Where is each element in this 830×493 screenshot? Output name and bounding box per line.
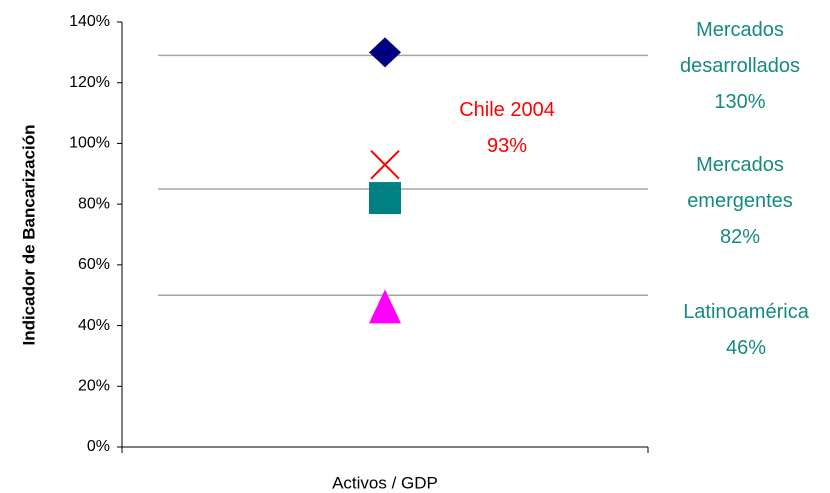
y-tick-label: 40% xyxy=(78,317,110,334)
y-tick-label: 60% xyxy=(78,256,110,273)
marker-x xyxy=(370,149,400,180)
y-tick-label: 0% xyxy=(87,438,110,455)
value-label: 82% xyxy=(719,226,761,248)
series-label: Mercados emergentes xyxy=(687,154,793,212)
value-label: 46% xyxy=(725,337,767,359)
y-tick-label: 80% xyxy=(78,195,110,212)
value-label: 93% xyxy=(486,135,528,157)
marker-square xyxy=(369,182,401,215)
y-tick-label: 120% xyxy=(69,74,110,91)
y-tick-label: 20% xyxy=(78,378,110,395)
y-axis-title: Indicador de Bancarización xyxy=(19,124,38,345)
value-label: 130% xyxy=(714,91,766,113)
y-tick-label: 140% xyxy=(69,13,110,30)
marker-triangle xyxy=(369,289,401,324)
series-label: Latinoamérica xyxy=(683,301,809,323)
series-label: Chile 2004 xyxy=(459,99,555,121)
marker-diamond xyxy=(369,37,401,68)
y-tick-label: 100% xyxy=(69,135,110,152)
series-label: Mercados desarrollados xyxy=(679,19,801,77)
x-tick-label: Activos / GDP xyxy=(332,473,438,492)
